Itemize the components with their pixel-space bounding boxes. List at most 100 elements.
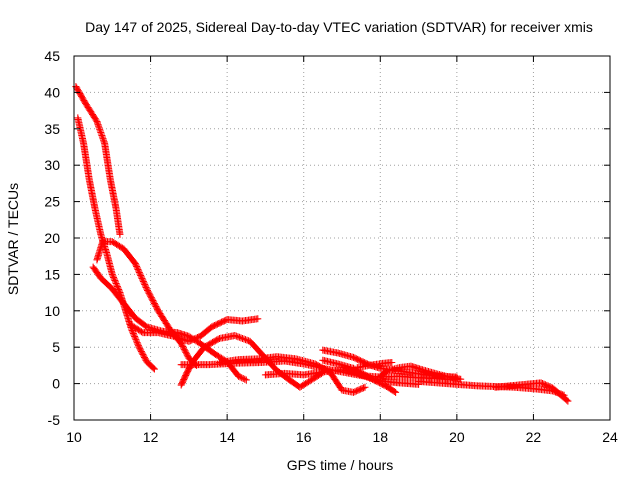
x-tick-label: 24 [602,429,618,445]
data-point [130,331,138,339]
series-track-13 [353,358,396,372]
x-tick-label: 10 [66,429,82,445]
data-point [214,335,222,343]
data-point [141,280,149,288]
data-point [150,365,158,373]
data-point [113,281,121,289]
data-point [143,285,151,293]
data-point [239,375,247,383]
data-point [140,352,148,360]
y-tick-labels: -5 0 5 10 15 20 25 30 35 40 45 [44,48,60,428]
data-point [133,339,141,347]
data-point [133,264,141,272]
data-point [232,332,240,340]
series-track-1 [72,83,124,238]
data-point [367,375,375,383]
data-point [131,334,139,342]
data-point [563,396,571,404]
data-point [131,333,139,341]
data-point [140,279,148,287]
data-point [241,375,249,383]
data-point [137,348,145,356]
series-track-15 [491,379,572,405]
data-point [114,284,122,292]
data-point [254,315,262,323]
chart-title: Day 147 of 2025, Sidereal Day-to-day VTE… [85,19,593,35]
y-tick-label: 35 [44,121,60,137]
data-point [135,343,143,351]
data-point [115,286,123,294]
data-point [181,347,189,355]
y-tick-label: 30 [44,157,60,173]
data-point [144,286,152,294]
data-point [136,270,144,278]
data-point [140,353,148,361]
data-point [234,333,242,341]
x-tick-label: 16 [296,429,312,445]
data-point [138,274,146,282]
y-tick-label: 10 [44,303,60,319]
data-point [243,336,251,344]
data-point [240,335,248,343]
x-tick-labels: 10 12 14 16 18 20 22 24 [66,429,618,445]
data-point [178,341,186,349]
data-point [457,375,465,383]
data-point [146,291,154,299]
x-tick-label: 22 [526,429,542,445]
data-point [111,278,119,286]
y-tick-label: 0 [52,376,60,392]
y-axis-label: SDTVAR / TECUs [5,183,21,295]
data-point [135,267,143,275]
data-point [110,275,118,283]
data-point [242,336,250,344]
data-point [112,280,120,287]
data-point [179,344,187,352]
data-point [110,273,118,281]
data-point [144,288,152,296]
data-point [141,355,149,363]
data-point [131,259,139,267]
data-point [109,272,117,280]
data-point [133,262,141,270]
data-point [141,282,149,290]
data-point [135,268,143,276]
data-point [152,302,160,310]
data-point [137,271,145,279]
data-point [134,342,142,350]
x-tick-label: 20 [449,429,465,445]
series-track-2 [74,114,158,373]
data-point [134,265,142,273]
data-point [180,345,188,353]
data-point [182,348,190,356]
data-point [237,334,245,342]
data-point [113,283,121,291]
data-point [564,397,572,405]
data-point [151,301,159,309]
data-point [145,289,153,297]
x-tick-label: 18 [372,429,388,445]
data-point [138,349,146,357]
data-point [92,116,100,124]
y-tick-label: -5 [48,412,61,428]
data-point [133,337,141,345]
data-point [137,328,145,336]
data-point [108,270,116,278]
data-point [139,350,147,358]
y-tick-label: 15 [44,266,60,282]
data-point [361,383,369,391]
axis-ticks [73,55,611,421]
data-point [183,350,191,358]
x-tick-label: 12 [143,429,159,445]
data-point [360,384,368,392]
y-tick-label: 25 [44,194,60,210]
data-point [390,387,398,395]
data-point [111,276,119,284]
data-point [148,295,156,303]
data-point [137,346,145,354]
data-point [147,294,155,302]
data-point [116,230,124,238]
data-point [134,340,142,348]
data-point [147,292,155,300]
data-point [137,273,145,281]
